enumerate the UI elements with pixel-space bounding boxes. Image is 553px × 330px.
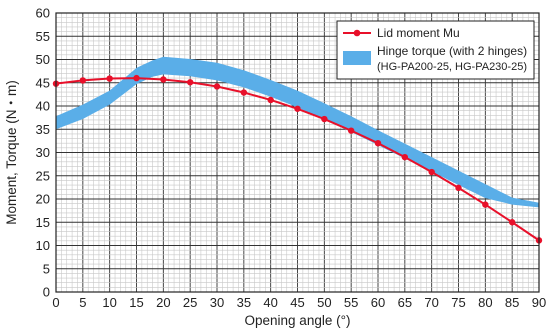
lid-moment-point — [428, 168, 435, 176]
x-tick-label: 85 — [505, 295, 519, 310]
y-axis-label: Moment, Torque (N・m) — [4, 80, 19, 225]
x-tick-label: 20 — [156, 295, 170, 310]
x-tick-label: 60 — [371, 295, 385, 310]
legend-hinge-torque-swatch — [343, 51, 371, 65]
lid-moment-point — [213, 83, 221, 90]
y-tick-labels: 0 5 10 15 20 25 30 35 40 45 50 55 60 — [36, 6, 50, 300]
x-tick-label: 70 — [424, 295, 438, 310]
y-tick-label: 25 — [36, 168, 50, 183]
legend-lid-moment-marker — [353, 29, 361, 37]
lid-moment-point — [508, 219, 516, 226]
lid-moment-point — [455, 184, 462, 192]
y-tick-label: 60 — [36, 6, 50, 21]
lid-moment-point — [347, 127, 355, 134]
lid-moment-point — [133, 74, 140, 82]
x-tick-label: 15 — [129, 295, 143, 310]
legend: Lid moment Mu Hinge torque (with 2 hinge… — [336, 20, 535, 80]
x-tick-label: 65 — [398, 295, 412, 310]
lid-moment-line-layer — [52, 74, 543, 244]
lid-moment-point — [106, 75, 113, 82]
lid-moment-point — [240, 89, 248, 96]
y-tick-label: 0 — [43, 285, 50, 300]
x-tick-label: 35 — [237, 295, 251, 310]
x-tick-label: 45 — [290, 295, 304, 310]
x-tick-label: 0 — [52, 295, 59, 310]
x-axis-label: Opening angle (°) — [245, 313, 351, 328]
lid-moment-point — [79, 77, 87, 84]
y-tick-label: 50 — [36, 52, 50, 67]
y-tick-label: 30 — [36, 145, 50, 160]
y-tick-label: 55 — [36, 29, 50, 44]
legend-hinge-models-label: (HG-PA200-25, HG-PA230-25) — [377, 61, 527, 73]
y-tick-label: 40 — [36, 99, 50, 114]
legend-lid-moment-label: Lid moment Mu — [377, 26, 460, 40]
legend-box — [336, 20, 535, 80]
plot-border — [55, 12, 540, 293]
y-tick-label: 10 — [36, 238, 50, 253]
x-tick-label: 55 — [344, 295, 358, 310]
hinge-torque-band-layer — [56, 56, 539, 208]
lid-moment-point — [267, 96, 274, 104]
x-tick-label: 10 — [102, 295, 116, 310]
x-tick-label: 75 — [451, 295, 465, 310]
x-tick-label: 50 — [317, 295, 331, 310]
y-tick-label: 35 — [36, 122, 50, 137]
legend-hinge-torque-label: Hinge torque (with 2 hinges) — [377, 44, 527, 58]
lid-moment-point — [401, 153, 409, 161]
lid-moment-point — [482, 201, 489, 208]
x-tick-labels: 0 5 10 15 20 25 30 35 40 45 50 55 60 65 70 75 80 85 90 — [52, 295, 546, 310]
x-tick-label: 80 — [478, 295, 492, 310]
plot-frame — [55, 12, 540, 293]
lid-moment-point — [186, 79, 194, 86]
lid-moment-point — [374, 140, 382, 147]
y-tick-label: 15 — [36, 215, 50, 230]
x-tick-label: 25 — [183, 295, 197, 310]
x-tick-label: 90 — [532, 295, 546, 310]
hinge-torque-band — [56, 56, 539, 208]
x-tick-label: 30 — [210, 295, 224, 310]
y-tick-label: 5 — [43, 261, 50, 276]
x-tick-label: 40 — [263, 295, 277, 310]
x-tick-label: 5 — [79, 295, 86, 310]
lid-moment-point — [160, 76, 167, 83]
lid-moment-point — [294, 105, 301, 112]
lid-moment-point — [321, 115, 328, 123]
y-tick-label: 45 — [36, 75, 50, 90]
y-tick-label: 20 — [36, 192, 50, 207]
